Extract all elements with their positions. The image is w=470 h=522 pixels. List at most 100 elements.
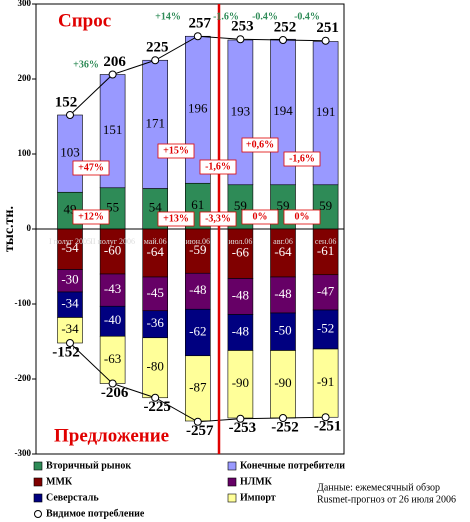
bar-segment [312,309,339,350]
total-label: -252 [271,419,299,435]
total-label: -253 [229,420,257,436]
consumption-point [151,56,160,65]
growth-box [283,209,321,225]
legend-swatch [33,493,43,503]
segment-label: -47 [317,283,335,298]
segment-label: 194 [273,103,293,118]
segment-label: -48 [189,282,206,297]
total-label: 225 [146,40,169,56]
growth-box-label: +47% [78,162,104,173]
segment-label: -90 [274,375,291,390]
legend-label: Импорт [240,492,276,503]
growth-box [157,143,195,159]
y-tick-label: -300 [15,448,32,458]
segment-label: 61 [191,197,204,212]
segment-label: -87 [189,379,207,394]
supply-title: Предложение [54,425,169,446]
bar-segment [57,228,83,270]
segment-label: -43 [104,281,121,296]
growth-label: -0.4% [294,11,320,22]
legend-label: Вторичный рынок [46,460,131,471]
growth-label: -0.4% [252,11,278,22]
y-tick-label: -200 [15,373,32,383]
x-tick-label: II полуг 2006 [90,237,135,246]
bar-segment [312,228,339,276]
growth-box [199,159,237,175]
segment-label: -90 [232,375,249,390]
bar-segment [227,278,254,315]
consumption-point [279,36,287,44]
growth-label: +14% [155,11,181,22]
total-label: -152 [52,344,80,360]
consumption-point [66,111,74,119]
segment-label: -50 [274,323,291,338]
consumption-point [108,379,117,388]
x-tick-label: май.06 [144,237,167,246]
growth-box-label: 0% [295,211,310,222]
growth-box [72,160,110,176]
growth-label: +36% [73,59,99,70]
bar-segment [185,228,211,274]
legend-swatch [227,493,237,503]
segment-label: 59 [234,198,247,213]
legend-swatch [227,477,237,487]
legend-label: ММК [46,476,73,487]
growth-box [241,209,279,225]
segment-label: -91 [317,374,334,389]
consumption-point [236,35,245,44]
consumption-point [321,36,330,45]
segment-label: 193 [231,103,251,118]
consumption-point [193,32,202,41]
growth-box [241,137,279,153]
growth-box-label: +0,6% [246,139,274,150]
segment-label: -52 [317,320,334,335]
x-tick-label: июл.06 [228,237,252,246]
consumption-point [321,413,330,422]
growth-box-label: +12% [78,211,104,222]
y-tick-label: 0 [27,223,32,233]
bar-segment [270,228,296,278]
x-tick-label: I полуг 2005 [49,237,91,246]
total-label: 152 [55,94,78,110]
bar-segment [227,228,254,279]
growth-box-label: -3,3% [205,213,231,224]
segment-label: -62 [189,323,206,338]
legend-swatch [227,461,237,471]
bar-segment [227,350,254,419]
total-label: 251 [316,20,339,36]
segment-label: -64 [274,244,292,259]
bar-segment [185,35,211,184]
bar-segment [312,274,339,311]
x-tick-label: июн.06 [186,237,211,246]
demand-title: Спрос [58,10,111,31]
growth-box-label: 0% [253,211,268,222]
growth-box-label: -1,6% [289,153,315,164]
bar-segment [270,312,296,351]
total-label: -251 [314,419,342,435]
segment-label: 171 [145,115,165,130]
segment-label: -54 [61,240,79,255]
consumption-point [236,414,245,423]
y-tick-label: 100 [18,148,32,158]
source-line: Rusmet-прогноз от 26 июля 2006 [317,494,456,505]
segment-label: -34 [61,321,79,336]
legend-swatch [33,461,43,471]
segment-label: -48 [232,287,249,302]
segment-label: -30 [61,272,78,287]
y-tick-label: -100 [15,298,32,308]
growth-label: -1.6% [213,11,239,22]
consumption-point [151,393,160,402]
bar-segment [185,355,211,422]
legend-label: Конечные потребители [240,460,345,471]
growth-box-label: -1,6% [205,161,231,172]
legend-swatch [33,477,43,487]
segment-label: -63 [104,351,121,366]
segment-label: -80 [147,359,164,374]
segment-label: 151 [103,122,123,137]
segment-label: -36 [147,315,165,330]
segment-label: 196 [188,101,208,116]
total-label: -206 [101,385,129,401]
segment-label: -60 [104,242,121,257]
bar-segment [142,228,168,278]
